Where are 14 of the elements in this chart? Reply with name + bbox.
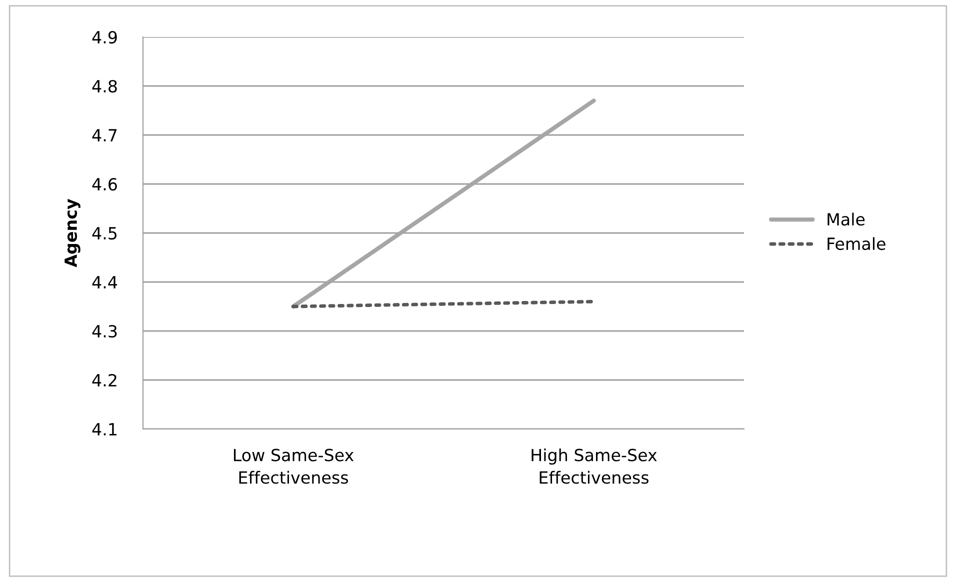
legend-label: Male [828,212,865,226]
y-tick-label: 4.8 [92,80,117,93]
y-tick-label: 4.2 [92,374,116,386]
y-tick-label: 4.3 [92,324,117,338]
y-tick-label: 4.9 [92,30,117,44]
y-tick-label: 4.7 [92,129,117,142]
y-tick-label: 4.1 [92,423,116,436]
y-tick-label: 4.4 [92,276,118,288]
y-tick-label: 4.5 [92,227,117,240]
x-tick-label: Low Same-Sex Effectiveness [234,448,354,484]
x-tick-label: High Same-Sex Effectiveness [532,448,657,484]
legend-label: Female [828,237,886,250]
y-axis-title: Agency [64,198,80,268]
y-tick-label: 4.6 [92,178,117,191]
